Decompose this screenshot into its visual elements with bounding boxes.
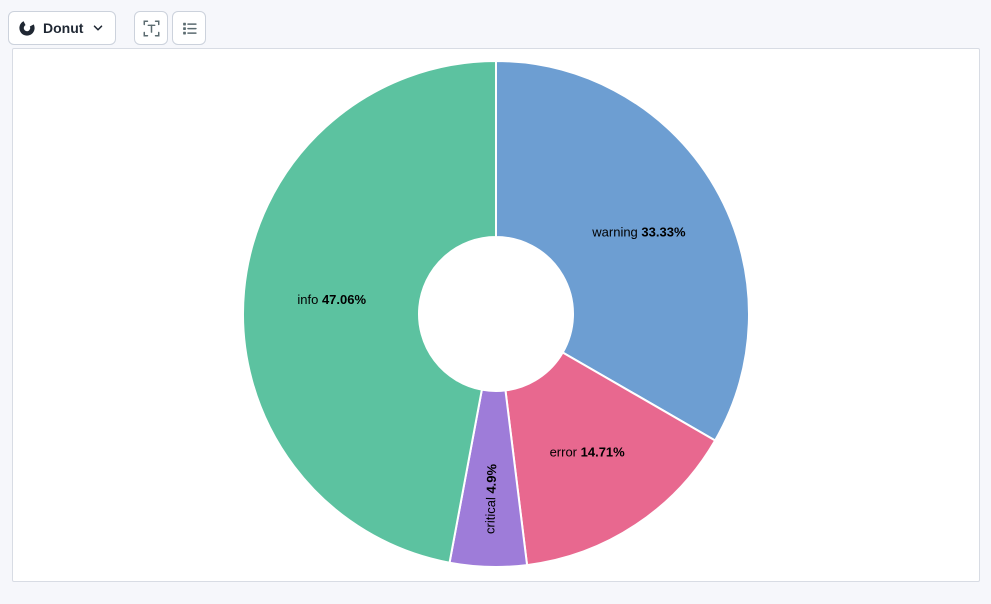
slice-label-warning: warning 33.33% xyxy=(591,224,686,239)
chart-option-toggles xyxy=(134,11,207,45)
chart-panel: warning 33.33% error 14.71% critical 4.9% i… xyxy=(12,48,980,582)
chevron-down-icon xyxy=(91,21,105,35)
slice-label-critical: critical 4.9% xyxy=(482,463,499,534)
legend-toggle-button[interactable] xyxy=(172,11,207,45)
toolbar: Donut xyxy=(0,0,991,46)
donut-chart[interactable]: warning 33.33% error 14.71% critical 4.9% i… xyxy=(13,49,979,581)
legend-list-icon xyxy=(181,20,198,37)
chart-type-selector[interactable]: Donut xyxy=(8,11,117,45)
donut-slice-info[interactable] xyxy=(242,59,497,564)
slice-label-error: error 14.71% xyxy=(550,444,626,459)
donut-chart-icon xyxy=(19,20,35,36)
slice-label-info: info 47.06% xyxy=(297,291,366,306)
labels-toggle-button[interactable] xyxy=(134,11,169,45)
donut-slice-warning[interactable] xyxy=(495,59,750,442)
text-label-icon xyxy=(143,20,160,37)
donut-slice-error[interactable] xyxy=(504,351,717,567)
chart-type-label: Donut xyxy=(43,20,84,36)
